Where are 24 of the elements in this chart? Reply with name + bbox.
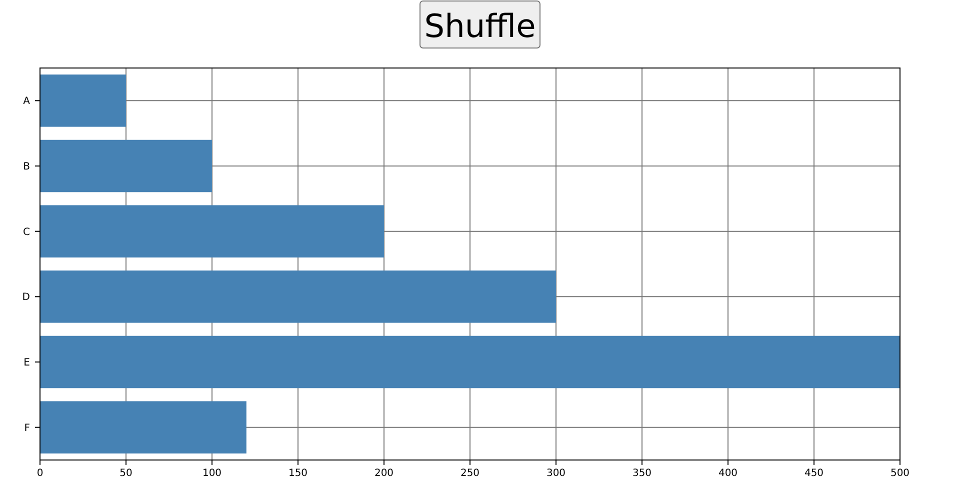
x-tick-label: 150 <box>288 468 308 479</box>
x-tick-label: 400 <box>718 468 738 479</box>
bar <box>40 401 246 454</box>
y-tick-label: B <box>23 162 30 172</box>
y-tick-label: A <box>23 96 30 108</box>
x-tick-label: 500 <box>890 468 910 479</box>
bar <box>40 336 900 388</box>
y-tick-label: E <box>24 358 30 368</box>
y-tick-label: D <box>22 292 30 304</box>
x-tick-label: 100 <box>202 468 222 479</box>
x-tick-label: 50 <box>120 468 132 479</box>
y-tick-label: C <box>23 226 30 238</box>
shuffle-button: Shuffle <box>420 0 540 48</box>
x-tick-label: 300 <box>546 468 566 479</box>
x-tick-label: 450 <box>804 468 824 479</box>
x-tick-label: 200 <box>374 468 394 479</box>
y-tick-label: F <box>24 422 30 434</box>
x-tick-label: 0 <box>36 468 44 479</box>
bar <box>40 205 384 258</box>
bar <box>40 270 556 323</box>
x-tick-label: 350 <box>632 468 652 479</box>
bar <box>40 140 212 192</box>
x-tick-label: 250 <box>460 468 480 479</box>
bar <box>40 74 126 127</box>
